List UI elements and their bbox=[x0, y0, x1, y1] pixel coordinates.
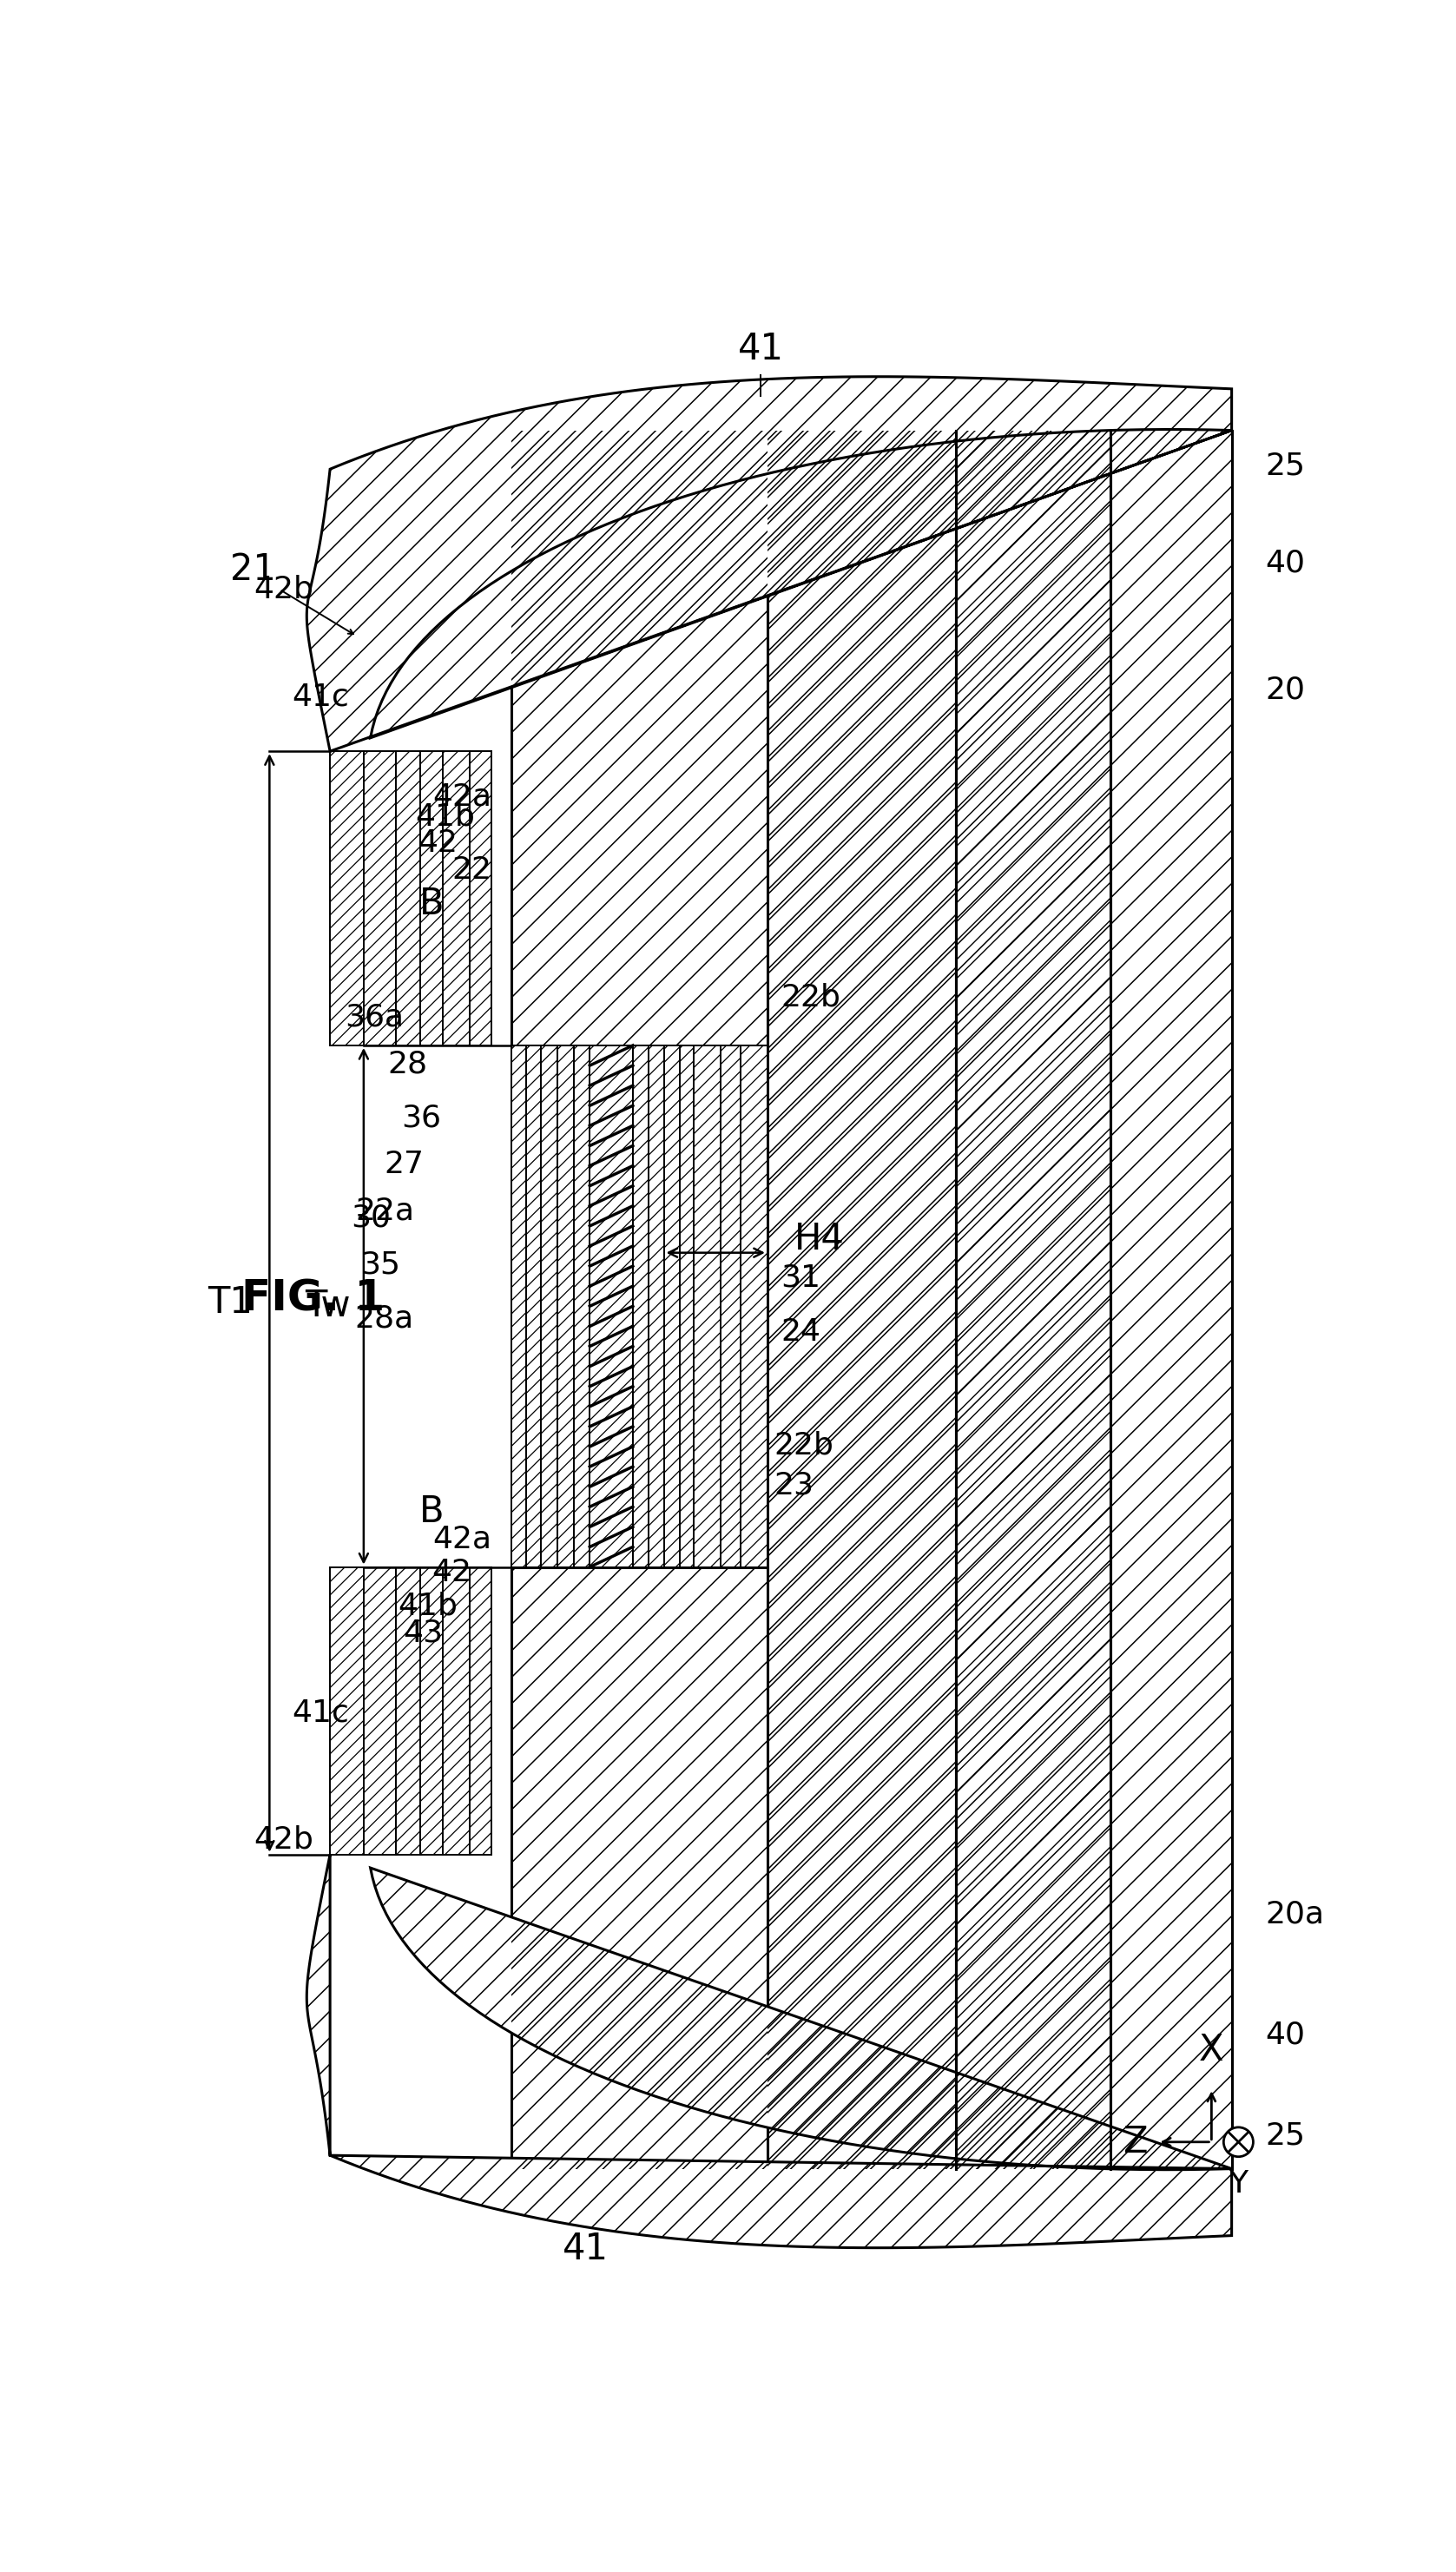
Text: 35: 35 bbox=[361, 1250, 400, 1278]
Text: 41: 41 bbox=[562, 2230, 609, 2266]
Text: 36: 36 bbox=[400, 1103, 441, 1132]
Polygon shape bbox=[421, 1566, 443, 1854]
Text: 42: 42 bbox=[418, 828, 457, 859]
Text: 22: 22 bbox=[451, 856, 492, 885]
Polygon shape bbox=[511, 430, 767, 1044]
Text: 20a: 20a bbox=[1265, 1901, 1325, 1929]
Text: 31: 31 bbox=[780, 1263, 821, 1294]
Polygon shape bbox=[396, 1566, 421, 1854]
Polygon shape bbox=[633, 1044, 649, 1566]
Text: 22b: 22b bbox=[780, 983, 840, 1011]
Polygon shape bbox=[721, 1044, 741, 1566]
Polygon shape bbox=[396, 751, 421, 1044]
Text: 42b: 42b bbox=[253, 1826, 313, 1854]
Polygon shape bbox=[574, 1044, 590, 1566]
Text: 25: 25 bbox=[1265, 450, 1305, 481]
Text: 22a: 22a bbox=[355, 1196, 414, 1227]
Polygon shape bbox=[307, 376, 1232, 751]
Text: 41b: 41b bbox=[415, 802, 475, 831]
Text: Tw: Tw bbox=[304, 1289, 351, 1325]
Circle shape bbox=[1223, 2127, 1254, 2158]
Polygon shape bbox=[364, 1566, 396, 1854]
Text: 20: 20 bbox=[1265, 674, 1305, 705]
Text: 41c: 41c bbox=[291, 682, 349, 712]
Text: 30: 30 bbox=[351, 1204, 390, 1232]
Text: 23: 23 bbox=[775, 1471, 814, 1499]
Text: 36a: 36a bbox=[345, 1003, 405, 1031]
Text: 27: 27 bbox=[384, 1150, 424, 1178]
Text: 25: 25 bbox=[1265, 2119, 1305, 2150]
Polygon shape bbox=[443, 751, 470, 1044]
Polygon shape bbox=[741, 1044, 767, 1566]
Text: T1: T1 bbox=[208, 1283, 253, 1322]
Polygon shape bbox=[511, 1566, 767, 2168]
Text: H4: H4 bbox=[795, 1222, 844, 1258]
Polygon shape bbox=[443, 1566, 470, 1854]
Polygon shape bbox=[767, 430, 1232, 2168]
Polygon shape bbox=[955, 430, 1111, 2168]
Polygon shape bbox=[767, 430, 955, 2168]
Polygon shape bbox=[331, 1566, 364, 1854]
Polygon shape bbox=[307, 1854, 1232, 2248]
Text: 43: 43 bbox=[403, 1618, 443, 1646]
Text: FIG. 1: FIG. 1 bbox=[242, 1278, 384, 1319]
Text: B: B bbox=[419, 885, 444, 921]
Polygon shape bbox=[470, 1566, 492, 1854]
Text: 42a: 42a bbox=[432, 782, 492, 813]
Text: 41b: 41b bbox=[397, 1592, 457, 1620]
Text: 41: 41 bbox=[738, 332, 783, 368]
Polygon shape bbox=[558, 1044, 574, 1566]
Polygon shape bbox=[421, 751, 443, 1044]
Text: 21: 21 bbox=[230, 550, 275, 586]
Text: 24: 24 bbox=[780, 1317, 821, 1345]
Text: 28: 28 bbox=[387, 1049, 428, 1078]
Polygon shape bbox=[331, 751, 364, 1044]
Polygon shape bbox=[364, 751, 396, 1044]
Text: 28a: 28a bbox=[355, 1304, 414, 1332]
Text: 42b: 42b bbox=[253, 574, 313, 604]
Text: Z: Z bbox=[1123, 2124, 1147, 2160]
Polygon shape bbox=[664, 1044, 680, 1566]
Text: 42a: 42a bbox=[432, 1525, 492, 1553]
Polygon shape bbox=[527, 1044, 542, 1566]
Text: 40: 40 bbox=[1265, 548, 1305, 579]
Text: 42: 42 bbox=[431, 1559, 472, 1587]
Polygon shape bbox=[590, 1044, 633, 1566]
Polygon shape bbox=[680, 1044, 693, 1566]
Text: 41c: 41c bbox=[291, 1698, 349, 1728]
Text: Y: Y bbox=[1229, 2168, 1248, 2199]
Text: B: B bbox=[419, 1494, 444, 1530]
Text: 40: 40 bbox=[1265, 2019, 1305, 2050]
Polygon shape bbox=[511, 1044, 527, 1566]
Polygon shape bbox=[542, 1044, 558, 1566]
Text: X: X bbox=[1200, 2032, 1224, 2068]
Polygon shape bbox=[649, 1044, 664, 1566]
Polygon shape bbox=[693, 1044, 721, 1566]
Text: 22b: 22b bbox=[775, 1430, 834, 1461]
Polygon shape bbox=[470, 751, 492, 1044]
